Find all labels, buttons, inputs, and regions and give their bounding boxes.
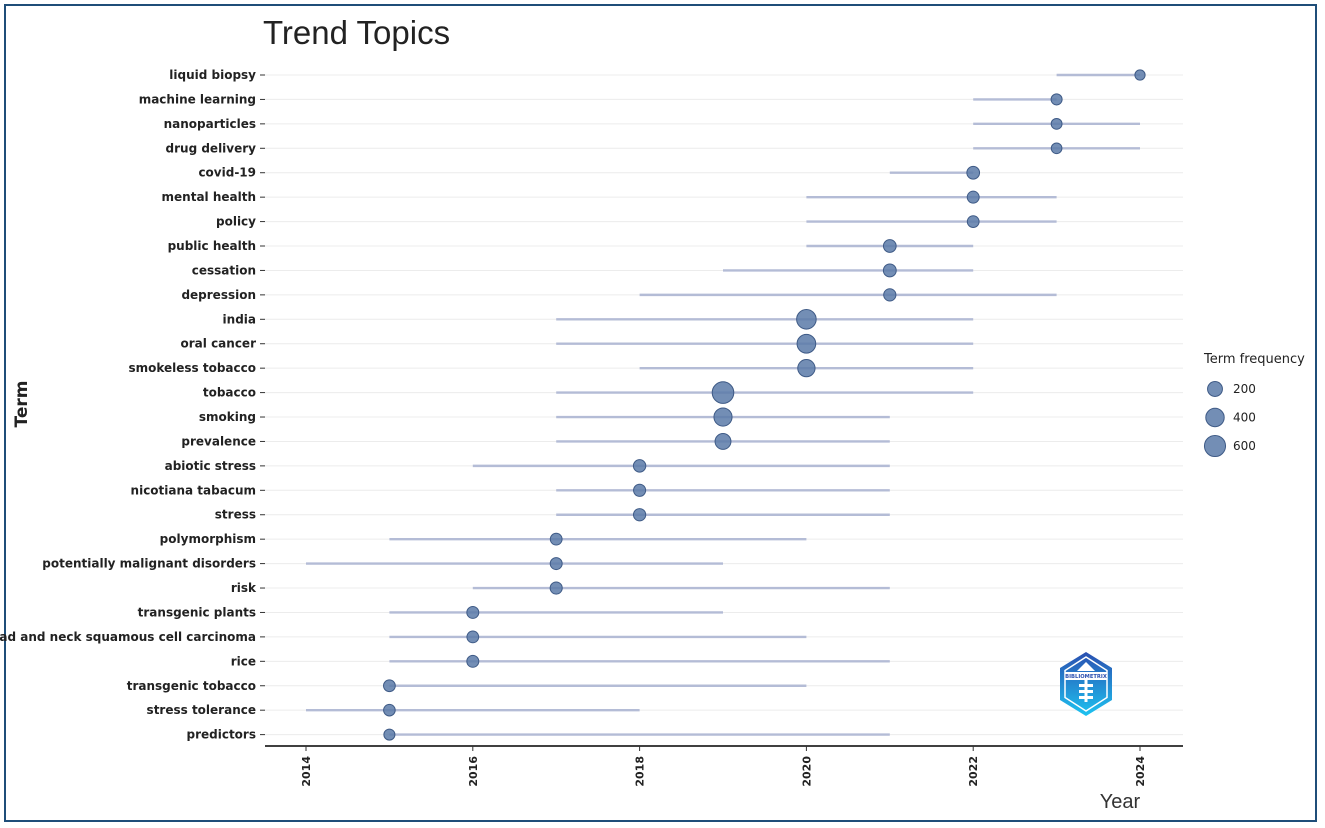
term-label: public health: [168, 239, 256, 253]
bubble-india: [796, 309, 817, 330]
bubble-cessation: [882, 263, 897, 278]
term-label: rice: [231, 654, 256, 668]
legend-title: Term frequency: [1203, 352, 1305, 367]
bubble-machine-learning: [1050, 93, 1063, 106]
legend-bubble: [1207, 381, 1223, 397]
term-label: india: [223, 312, 256, 326]
term-label: liquid biopsy: [169, 68, 256, 82]
x-tick-label: 2018: [634, 756, 647, 787]
bubble-depression: [883, 288, 897, 302]
term-label: stress tolerance: [147, 703, 256, 717]
bubble-potentially-malignant-disorders: [549, 557, 563, 571]
term-label: abiotic stress: [165, 459, 256, 473]
bubble-stress-tolerance: [383, 703, 396, 717]
term-label: nicotiana tabacum: [131, 483, 256, 497]
term-label: stress: [215, 508, 256, 522]
bubble-prevalence: [714, 433, 732, 450]
x-tick-label: 2022: [967, 756, 980, 787]
bubble-rice: [466, 654, 480, 668]
x-axis-label: Year: [1100, 791, 1141, 813]
y-axis-label: Term: [12, 381, 32, 428]
legend-label: 600: [1233, 439, 1256, 453]
bubble-smokeless-tobacco: [797, 359, 816, 378]
grid-lines: [265, 74, 1183, 736]
x-tick-label: 2024: [1134, 756, 1147, 787]
bubble-head-and-neck-squamous-cell-carcinoma: [466, 630, 480, 644]
bubble-nanoparticles: [1050, 117, 1063, 130]
y-ticks: liquid biopsy machine learning nanoparticl…: [0, 68, 265, 742]
chart-title: Trend Topics: [263, 14, 450, 51]
term-label: risk: [231, 581, 257, 595]
bubble-liquid-biopsy: [1134, 69, 1146, 81]
bubble-risk: [549, 581, 563, 595]
bubble-policy: [966, 215, 980, 228]
term-label: tobacco: [203, 386, 256, 400]
logo-text: BIBLIOMETRIX: [1065, 674, 1107, 680]
term-label: head and neck squamous cell carcinoma: [0, 630, 256, 644]
term-label: depression: [181, 288, 256, 302]
term-label: potentially malignant disorders: [42, 557, 256, 571]
term-label: policy: [216, 215, 256, 229]
bubble-polymorphism: [549, 532, 563, 546]
bubble-stress: [632, 508, 647, 522]
bubble-drug-delivery: [1050, 142, 1063, 155]
term-label: mental health: [162, 190, 256, 204]
term-label: nanoparticles: [164, 117, 256, 131]
bubble-oral-cancer: [796, 333, 817, 354]
bubble-smoking: [713, 407, 733, 427]
term-label: smoking: [199, 410, 256, 424]
logo-hexagon-inner: [1064, 656, 1108, 712]
term-label: oral cancer: [181, 337, 257, 351]
x-axis: 2014 2016 2018 2020 2022 2024: [265, 745, 1183, 787]
logo-stem: [1084, 680, 1088, 702]
term-label: cessation: [192, 263, 256, 277]
legend-bubble: [1203, 434, 1227, 458]
x-tick-label: 2016: [467, 756, 480, 787]
term-label: predictors: [186, 728, 256, 742]
term-label: machine learning: [139, 92, 256, 106]
bubble-transgenic-plants: [466, 605, 480, 619]
bubble-nicotiana-tabacum: [633, 483, 647, 497]
term-label: smokeless tobacco: [128, 361, 256, 375]
logo-arrow-icon: [1077, 662, 1095, 671]
term-label: prevalence: [181, 434, 256, 448]
x-tick-label: 2020: [800, 756, 813, 787]
term-label: transgenic tobacco: [127, 679, 256, 693]
term-label: covid-19: [198, 166, 256, 180]
bibliometrix-logo: BIBLIOMETRIX: [1060, 652, 1112, 716]
term-label: drug delivery: [166, 141, 257, 155]
bubble-predictors: [383, 728, 396, 741]
bubble-public-health: [882, 239, 897, 253]
legend-label: 400: [1233, 411, 1256, 425]
term-label: polymorphism: [160, 532, 256, 546]
x-tick-label: 2014: [300, 756, 313, 787]
bubble-transgenic-tobacco: [383, 679, 396, 693]
legend-label: 200: [1233, 382, 1256, 396]
bubble-tobacco: [711, 381, 735, 404]
range-lines: [306, 73, 1140, 736]
logo-band: [1065, 672, 1107, 680]
bubble-mental-health: [966, 190, 980, 204]
bubble-abiotic-stress: [632, 459, 647, 473]
bubbles: [383, 69, 1146, 741]
legend: Term frequency 200 400 600: [1203, 352, 1305, 458]
bubble-covid-19: [966, 165, 981, 180]
term-label: transgenic plants: [138, 605, 256, 619]
legend-bubble: [1205, 407, 1225, 428]
